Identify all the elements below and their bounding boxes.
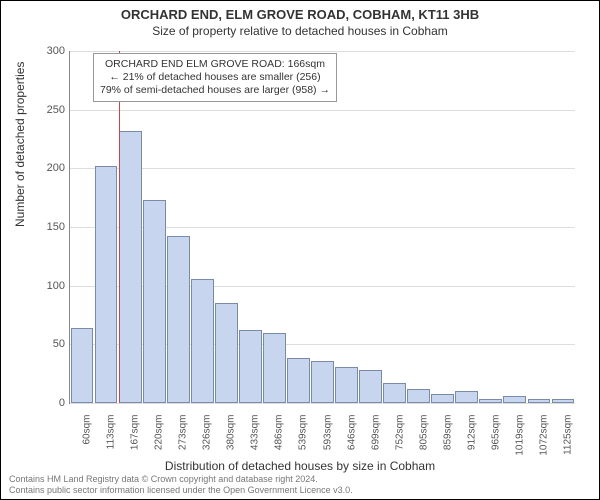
histogram-bar <box>383 383 406 403</box>
histogram-bar <box>191 279 214 403</box>
tooltip-line: ORCHARD END ELM GROVE ROAD: 166sqm <box>100 58 330 71</box>
histogram-bar <box>359 370 382 403</box>
chart-subtitle: Size of property relative to detached ho… <box>1 24 599 38</box>
x-axis-label: Distribution of detached houses by size … <box>1 459 599 473</box>
plot-area: 05010015020025030060sqm113sqm167sqm220sq… <box>69 51 575 404</box>
y-tick-label: 300 <box>35 45 65 57</box>
chart-container: ORCHARD END, ELM GROVE ROAD, COBHAM, KT1… <box>0 0 600 500</box>
y-tick-label: 50 <box>35 338 65 350</box>
histogram-bar <box>143 200 166 403</box>
footer-text: Contains HM Land Registry data © Crown c… <box>9 474 353 496</box>
histogram-bar <box>239 330 262 403</box>
tooltip-box: ORCHARD END ELM GROVE ROAD: 166sqm← 21% … <box>93 53 337 102</box>
histogram-bar <box>287 358 310 403</box>
y-axis-label: Number of detached properties <box>13 62 27 227</box>
histogram-bar <box>95 166 118 403</box>
tooltip-line: 79% of semi-detached houses are larger (… <box>100 84 330 97</box>
marker-line <box>119 51 120 403</box>
histogram-bar <box>335 367 358 403</box>
y-tick-label: 250 <box>35 104 65 116</box>
gridline <box>70 403 575 404</box>
histogram-bar <box>407 389 430 403</box>
histogram-bar <box>263 333 286 403</box>
histogram-bar <box>119 131 142 403</box>
histogram-bar <box>455 391 478 403</box>
histogram-bar <box>503 396 526 403</box>
footer-line-1: Contains HM Land Registry data © Crown c… <box>9 474 353 485</box>
histogram-bar <box>479 399 502 403</box>
histogram-bar <box>215 303 238 403</box>
y-tick-label: 0 <box>35 397 65 409</box>
histogram-bar <box>552 399 575 403</box>
histogram-bar <box>311 361 334 403</box>
histogram-bar <box>167 236 190 403</box>
histogram-bar <box>528 399 551 403</box>
footer-line-2: Contains public sector information licen… <box>9 485 353 496</box>
gridline <box>70 110 575 111</box>
gridline <box>70 51 575 52</box>
tooltip-line: ← 21% of detached houses are smaller (25… <box>100 71 330 84</box>
chart-title: ORCHARD END, ELM GROVE ROAD, COBHAM, KT1… <box>1 7 599 22</box>
y-tick-label: 200 <box>35 162 65 174</box>
gridline <box>70 168 575 169</box>
histogram-bar <box>431 394 454 403</box>
y-tick-label: 100 <box>35 280 65 292</box>
y-tick-label: 150 <box>35 221 65 233</box>
histogram-bar <box>71 328 94 403</box>
